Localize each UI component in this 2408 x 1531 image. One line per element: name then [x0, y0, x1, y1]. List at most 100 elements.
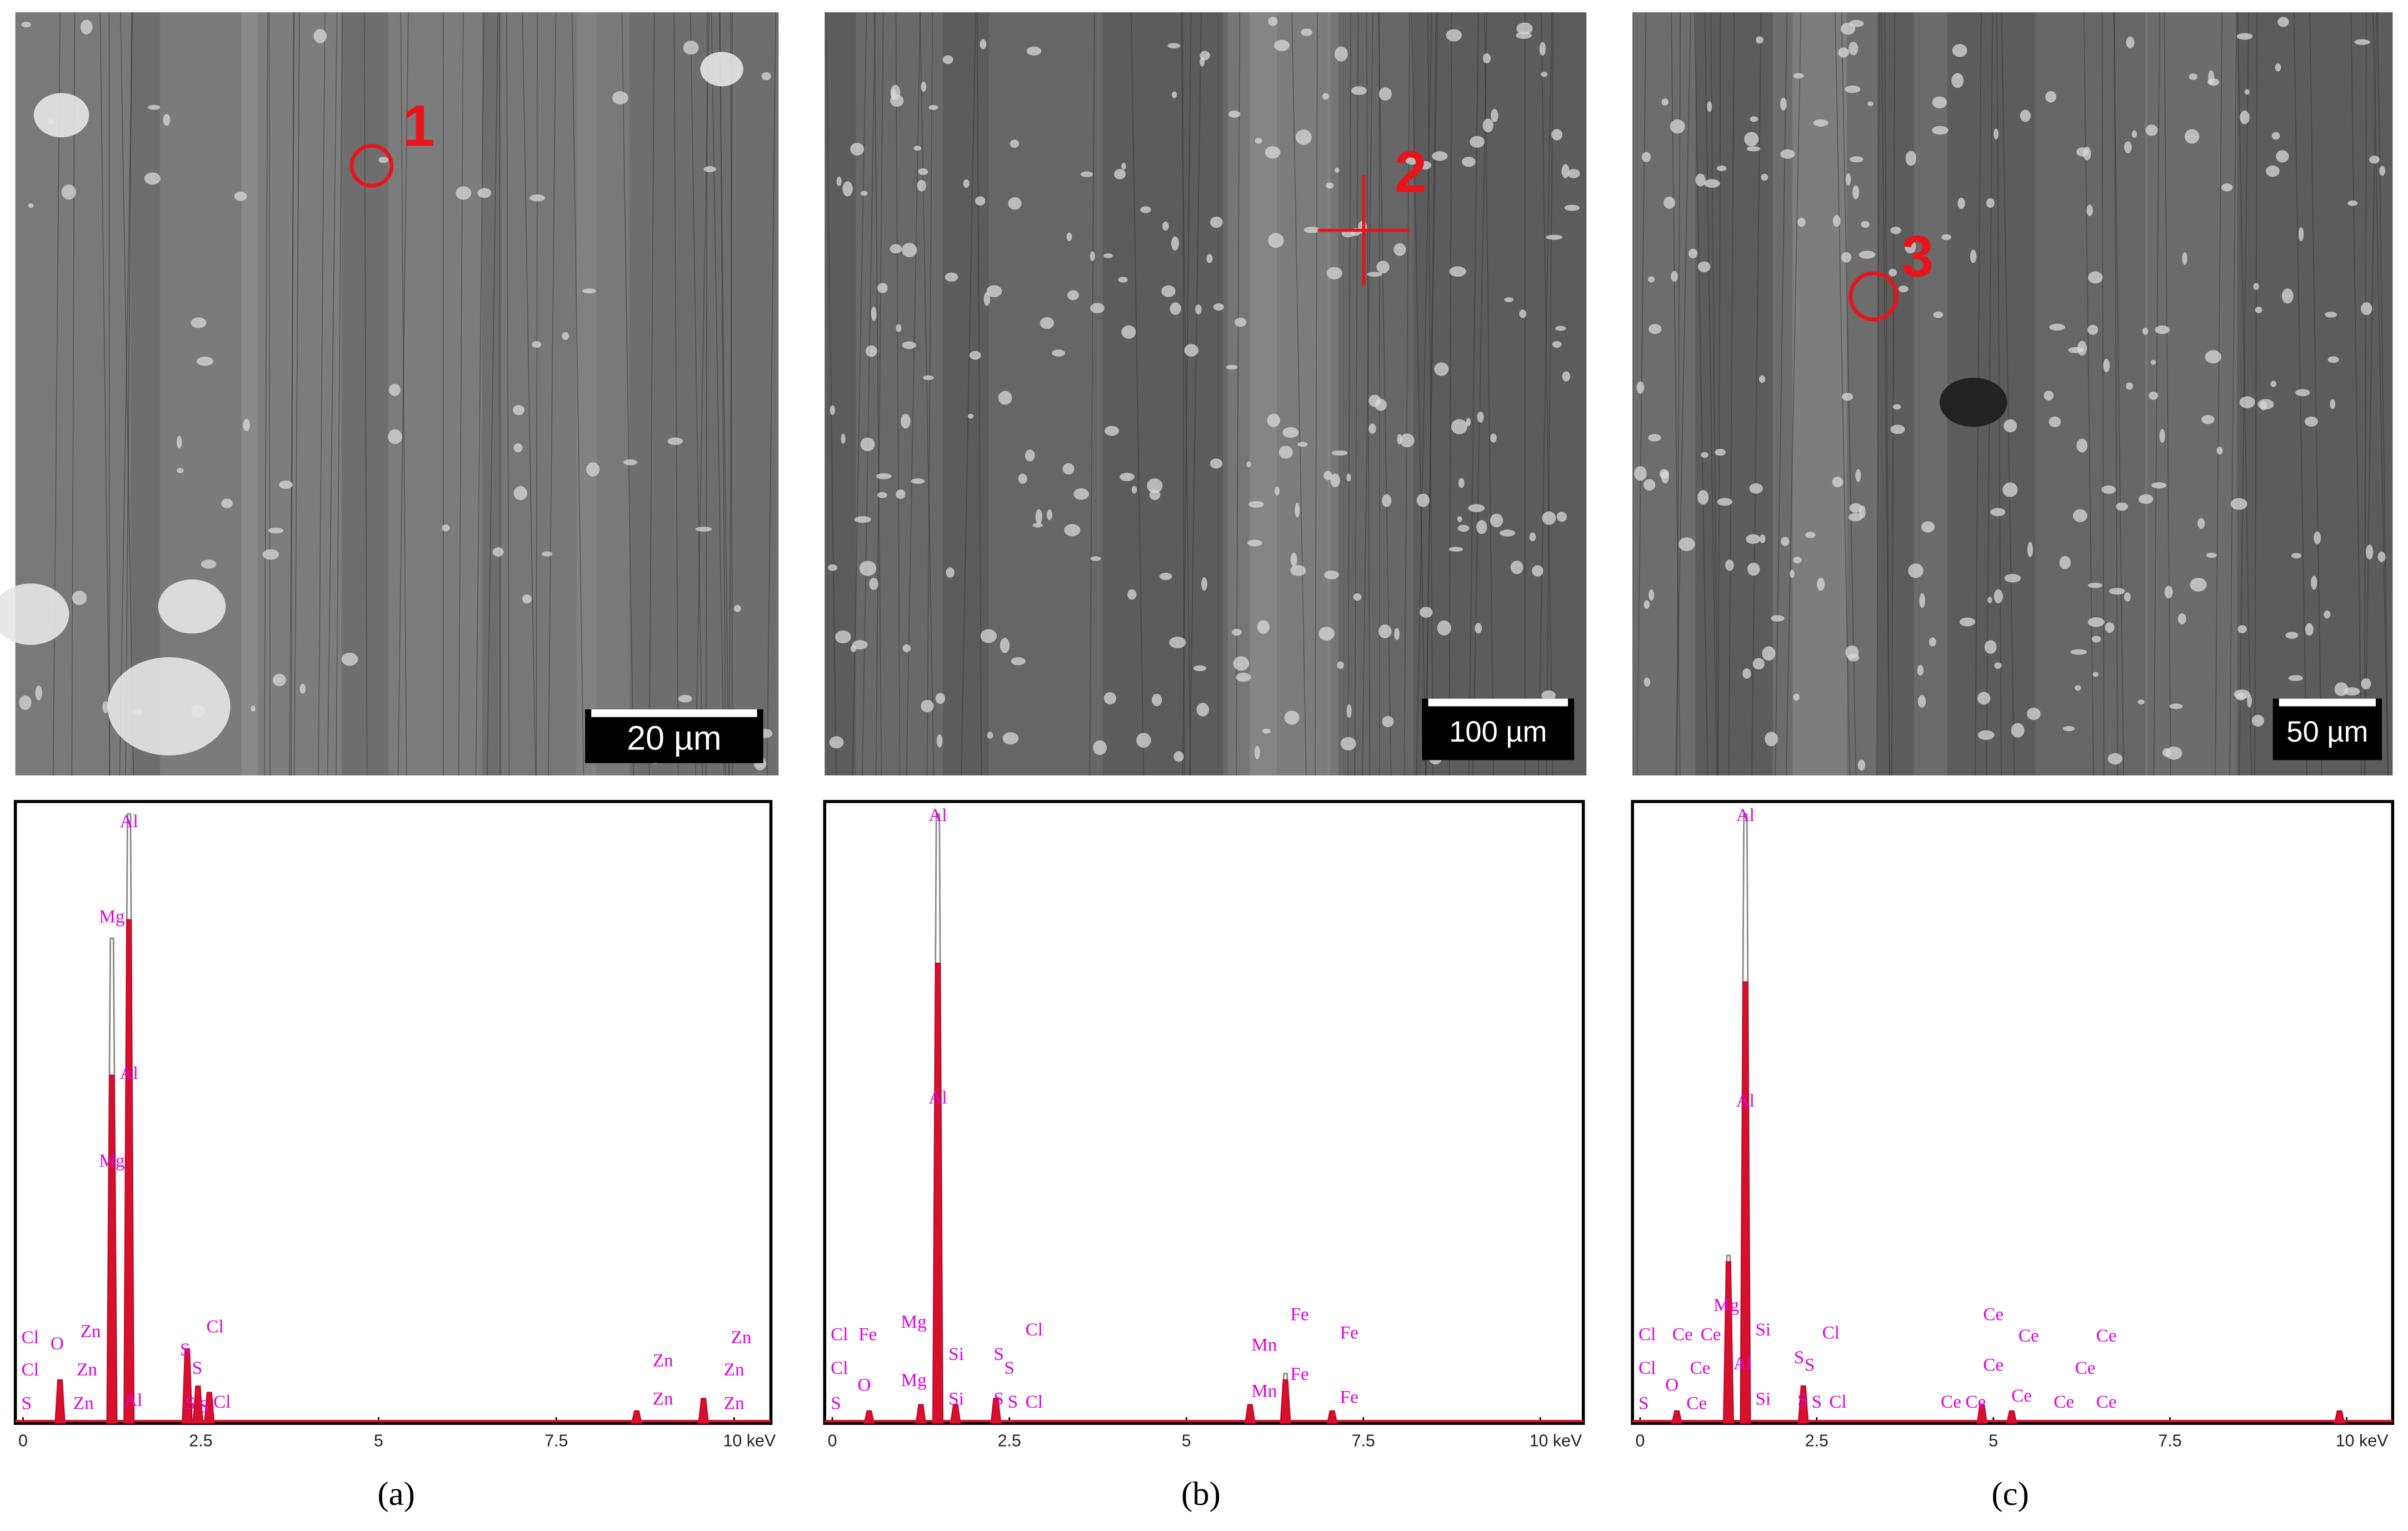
sem-particle: [1849, 42, 1859, 56]
sem-stripe: [1228, 12, 1331, 775]
sem-particle: [2347, 200, 2358, 206]
sem-crack: [648, 12, 655, 775]
element-label: Al: [120, 811, 138, 832]
sem-particle: [1169, 637, 1186, 648]
sem-particle: [529, 194, 545, 202]
sem-crack: [920, 12, 935, 775]
sem-particle: [1482, 118, 1493, 133]
sem-crack: [1089, 12, 1095, 775]
sem-particle: [836, 176, 842, 186]
sem-particle: [1761, 173, 1768, 181]
sem-particle: [1324, 570, 1339, 579]
sem-particle: [1382, 716, 1394, 728]
sem-particle: [678, 695, 692, 703]
sem-particle: [1951, 73, 1964, 88]
sem-particle: [2240, 110, 2250, 124]
sem-particle: [733, 604, 741, 612]
sem-particle: [1376, 261, 1390, 274]
sem-crack: [119, 12, 133, 775]
sem-particle: [2159, 429, 2165, 443]
sem-particle: [1832, 477, 1844, 488]
sem-particle: [2072, 509, 2087, 522]
sem-particle: [2103, 358, 2110, 373]
sem-particle: [2105, 622, 2115, 633]
sem-particle: [998, 391, 1012, 405]
sem-particle: [1062, 463, 1075, 475]
sem-particle: [1064, 524, 1081, 537]
element-label: Zn: [73, 1393, 94, 1414]
sem-particle: [1932, 126, 1949, 135]
sem-particle: [1476, 520, 1487, 534]
sem-particle: [1990, 508, 2006, 517]
sem-particle: [2234, 689, 2250, 699]
sem-crack: [1717, 12, 1721, 775]
element-label: Ce: [1686, 1393, 1707, 1414]
element-label: Mg: [99, 1150, 124, 1171]
sem-particle: [1173, 751, 1184, 762]
element-label: Cl: [1638, 1324, 1656, 1344]
sem-particle: [2149, 391, 2159, 400]
sem-particle: [1952, 44, 1967, 57]
sem-particle: [1850, 156, 1864, 163]
sem-crack: [1671, 12, 1681, 775]
sem-particle: [148, 104, 161, 110]
sem-particle: [378, 157, 389, 163]
sem-particle: [1816, 577, 1825, 591]
sem-particle: [1715, 449, 1726, 456]
sem-particle: [2260, 401, 2267, 411]
sem-particle: [1516, 32, 1532, 39]
sem-particle: [1446, 29, 1462, 42]
x-tick-label: 5: [1989, 1431, 1998, 1450]
sem-crack: [673, 12, 679, 775]
sem-crack: [1891, 12, 1896, 775]
sem-particle: [2020, 109, 2031, 122]
sem-crack: [71, 12, 76, 775]
sem-particle: [1890, 424, 1905, 434]
sem-particle: [234, 191, 247, 201]
sem-crack: [1636, 12, 1647, 775]
sem-particle: [1539, 42, 1546, 56]
sem-particle: [1104, 426, 1119, 436]
sem-particle: [2314, 531, 2321, 545]
sem-particle: [1892, 404, 1901, 410]
sem-crack: [2372, 12, 2389, 775]
sem-crack: [711, 12, 725, 775]
sem-particle: [176, 436, 182, 449]
scale-bar-label: 50 µm: [2286, 716, 2368, 748]
sem-crack: [2350, 12, 2362, 775]
sem-particle: [2281, 288, 2294, 304]
sem-particle: [1114, 169, 1126, 179]
sem-crack: [1189, 12, 1202, 775]
element-label: S: [993, 1344, 1003, 1364]
sem-crack: [1541, 12, 1553, 775]
element-label: Cl: [22, 1327, 39, 1348]
subfigure-label: (b): [1181, 1475, 1221, 1513]
sem-particle: [201, 559, 217, 569]
sem-particle: [2277, 17, 2289, 27]
sem-particle: [542, 551, 553, 557]
sem-particle: [1378, 624, 1392, 639]
sem-particle: [1140, 206, 1151, 213]
sem-particle: [1265, 146, 1281, 159]
sem-particle: [1248, 501, 1264, 508]
sem-particle: [1555, 326, 1566, 331]
sem-particle: [946, 567, 955, 578]
element-label: Mg: [901, 1370, 927, 1390]
sem-particle: [2044, 391, 2054, 401]
spectrum-peak-red: [1976, 1404, 1988, 1424]
sem-particle: [196, 356, 214, 366]
element-label: O: [51, 1333, 64, 1354]
sem-particle: [2107, 753, 2123, 765]
sem-particle: [2070, 649, 2087, 655]
sem-particle: [1448, 547, 1463, 552]
sem-particle: [1790, 569, 1795, 578]
sem-particle: [2004, 574, 2021, 583]
sem-particle: [2131, 130, 2137, 138]
sem-particle: [2004, 419, 2017, 433]
sem-particle: [2068, 347, 2084, 353]
x-tick-label: 2.5: [1805, 1431, 1829, 1450]
sem-crack: [895, 12, 901, 775]
element-label: Zn: [653, 1388, 673, 1409]
sem-particle: [1346, 704, 1352, 718]
sem-particle: [1813, 119, 1829, 127]
